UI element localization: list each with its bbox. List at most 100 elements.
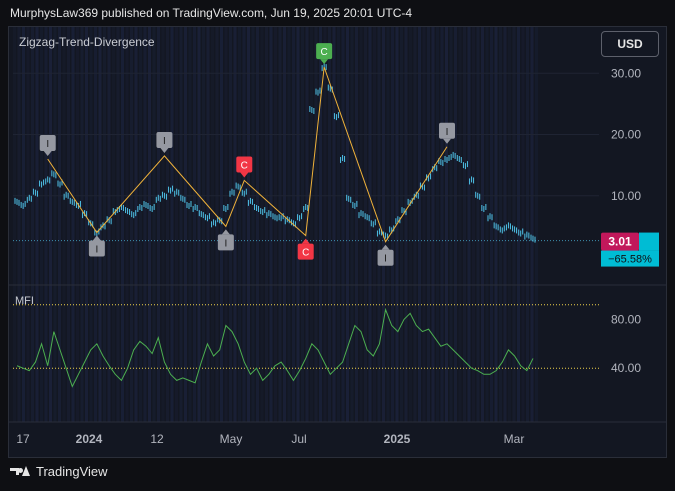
bg-band: [22, 27, 25, 422]
badge-label: I: [446, 127, 449, 138]
bg-band: [148, 27, 151, 422]
badge-pointer: [92, 235, 101, 241]
x-tick-label: 12: [150, 432, 164, 446]
bg-band: [247, 27, 250, 422]
bg-band: [224, 27, 228, 422]
bg-band: [269, 27, 273, 422]
bg-band: [476, 27, 480, 422]
bg-band: [418, 27, 421, 422]
badge-pointer: [240, 172, 249, 178]
bg-band: [161, 27, 165, 422]
bg-band: [283, 27, 286, 422]
x-tick-label: 2025: [384, 432, 411, 446]
badge-label: I: [95, 245, 98, 256]
bg-band: [346, 27, 349, 422]
bg-band: [67, 27, 70, 422]
bg-band: [107, 27, 111, 422]
bg-band: [134, 27, 138, 422]
badge-box: [39, 135, 56, 151]
bg-band: [130, 27, 133, 422]
bg-band: [350, 27, 354, 422]
badge-label: C: [302, 248, 309, 259]
bg-band: [508, 27, 511, 422]
bg-band: [98, 27, 102, 422]
zigzag-badge: I: [377, 244, 394, 266]
bg-band: [202, 27, 205, 422]
chart-canvas[interactable]: I I I I C C C I I 30.00 20.00 10.00 3.01 −65.58% 80.00…: [9, 27, 666, 457]
last-price-box: [601, 232, 639, 251]
bg-band: [175, 27, 178, 422]
bg-band: [386, 27, 390, 422]
bg-band: [310, 27, 313, 422]
bg-band: [485, 27, 489, 422]
bg-band: [94, 27, 97, 422]
badge-box: [377, 249, 394, 266]
zigzag-badge: I: [39, 135, 56, 156]
mfi-tick-label: 40.00: [611, 361, 641, 375]
bg-band: [58, 27, 61, 422]
bg-band: [31, 27, 34, 422]
bg-band: [440, 27, 444, 422]
badge-box: [316, 43, 333, 60]
x-tick-label: May: [220, 432, 243, 446]
bg-band: [157, 27, 160, 422]
zigzag-badge: I: [217, 229, 234, 251]
bg-band: [314, 27, 318, 422]
bg-band: [431, 27, 435, 422]
bg-band: [238, 27, 241, 422]
bg-band: [449, 27, 453, 422]
bg-band: [233, 27, 237, 422]
bg-band: [530, 27, 534, 422]
bg-band: [80, 27, 84, 422]
bg-band: [278, 27, 282, 422]
bg-band: [341, 27, 345, 422]
bg-band: [229, 27, 232, 422]
mfi-tick-label: 80.00: [611, 312, 641, 326]
tradingview-logo-icon: [10, 465, 30, 478]
zigzag-badge: C: [316, 43, 333, 65]
bg-band: [166, 27, 169, 422]
bg-band: [526, 27, 529, 422]
bg-band: [413, 27, 417, 422]
bg-band: [512, 27, 516, 422]
bg-band: [49, 27, 52, 422]
last-price-label: 3.01: [608, 235, 632, 249]
x-tick-label: 2024: [76, 432, 103, 446]
bg-band: [355, 27, 358, 422]
bg-band: [17, 27, 21, 422]
bg-band: [503, 27, 507, 422]
bg-band: [256, 27, 259, 422]
currency-button[interactable]: USD: [601, 31, 659, 57]
indicator-title: Zigzag-Trend-Divergence: [19, 35, 155, 49]
bg-band: [251, 27, 255, 422]
bg-band: [197, 27, 201, 422]
bg-band: [121, 27, 124, 422]
zigzag-badge: I: [439, 122, 455, 144]
bg-band: [364, 27, 367, 422]
bg-band: [220, 27, 223, 422]
badge-label: I: [224, 238, 227, 249]
bg-band: [26, 27, 30, 422]
footer-brand: TradingView: [36, 464, 108, 479]
bg-band: [427, 27, 430, 422]
mfi-label: MFI: [15, 295, 34, 307]
bg-band: [445, 27, 448, 422]
bg-band: [337, 27, 340, 422]
bg-band: [139, 27, 142, 422]
change-pct-box: [601, 250, 659, 267]
badge-pointer: [43, 151, 52, 156]
chart-frame[interactable]: I I I I C C C I I 30.00 20.00 10.00 3.01 −65.58% 80.00…: [8, 26, 667, 458]
bg-band: [535, 27, 538, 422]
bg-band: [499, 27, 502, 422]
zigzag-badge: I: [88, 235, 105, 257]
bg-band: [436, 27, 439, 422]
bg-band: [242, 27, 246, 422]
bg-band: [382, 27, 385, 422]
bg-band: [35, 27, 39, 422]
bg-band: [301, 27, 304, 422]
badge-box: [297, 243, 314, 260]
bg-band: [152, 27, 156, 422]
x-tick-label: Jul: [291, 432, 306, 446]
bg-band: [368, 27, 372, 422]
bg-band: [319, 27, 322, 422]
